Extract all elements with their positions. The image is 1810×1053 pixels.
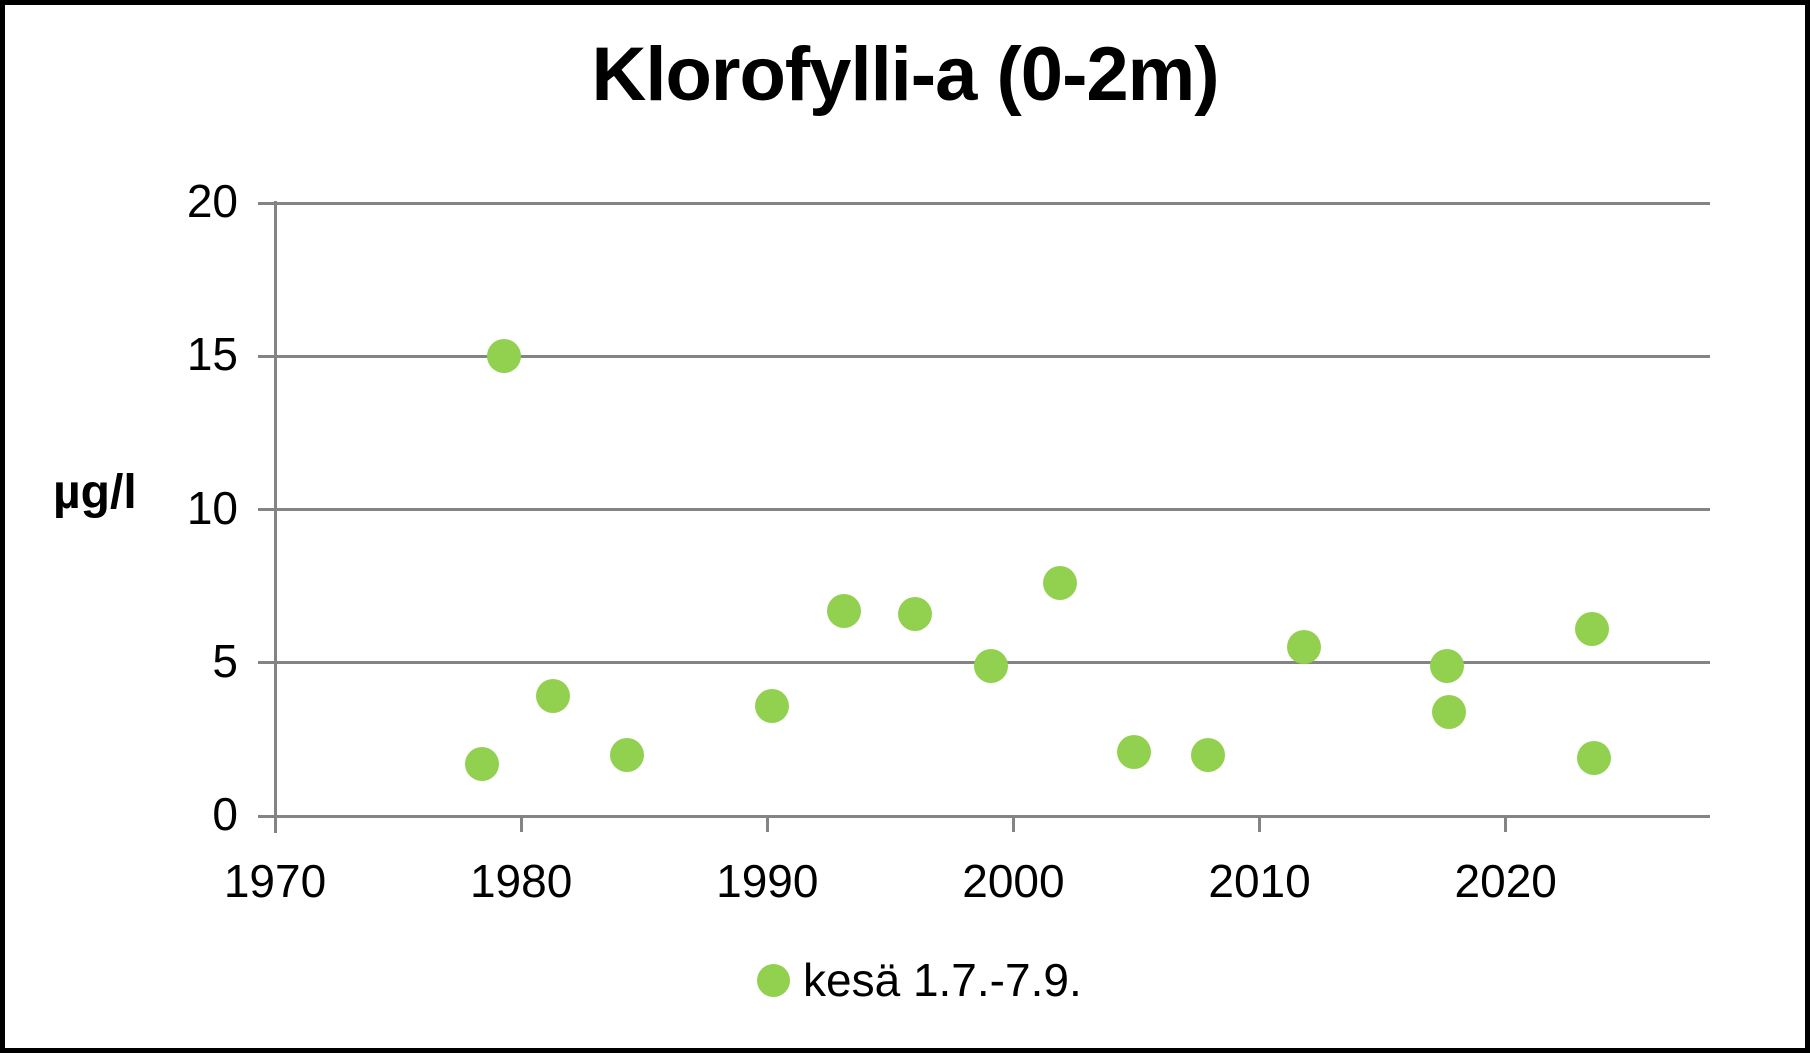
gridline xyxy=(258,508,1710,511)
x-axis-line xyxy=(258,814,1710,818)
data-point xyxy=(1429,648,1464,683)
x-tick xyxy=(1011,816,1015,832)
data-point xyxy=(609,737,644,772)
data-point xyxy=(464,746,499,781)
data-point xyxy=(1432,694,1467,729)
x-tick-label: 1970 xyxy=(223,855,327,907)
x-tick xyxy=(1258,816,1262,832)
data-point xyxy=(1117,734,1152,769)
gridline xyxy=(258,201,1710,205)
x-tick xyxy=(765,816,769,832)
gridline xyxy=(258,354,1710,358)
data-point xyxy=(755,688,790,723)
x-tick-label: 1990 xyxy=(716,855,819,907)
data-point xyxy=(1190,737,1225,772)
data-point xyxy=(1574,612,1609,647)
legend-marker-icon xyxy=(757,963,790,997)
y-tick-label: 20 xyxy=(186,175,238,227)
y-axis-label: µg/l xyxy=(53,466,137,519)
data-point xyxy=(1577,740,1612,775)
x-tick xyxy=(1504,816,1508,832)
data-point xyxy=(826,593,861,628)
y-tick-label: 5 xyxy=(212,634,238,687)
data-point xyxy=(486,339,521,374)
data-point xyxy=(536,679,571,714)
legend-label: kesä 1.7.-7.9. xyxy=(803,954,1082,1006)
x-tick-label: 2000 xyxy=(962,855,1065,907)
x-tick-label: 2010 xyxy=(1208,855,1311,907)
chart-title: Klorofylli-a (0-2m) xyxy=(591,32,1219,117)
legend: kesä 1.7.-7.9. xyxy=(757,953,1082,1007)
data-point xyxy=(1043,566,1078,601)
x-tick xyxy=(519,816,523,832)
data-point xyxy=(1286,630,1321,665)
y-tick-label: 0 xyxy=(212,788,238,840)
y-tick-label: 15 xyxy=(186,328,238,381)
plot-area: 0 5 10 15 20 1970 1980 1990 2000 2010 2020 xyxy=(5,5,1805,1048)
x-tick-label: 1980 xyxy=(469,855,573,907)
data-point xyxy=(897,596,932,631)
y-tick-label: 10 xyxy=(186,481,238,534)
x-tick-label: 2020 xyxy=(1454,855,1557,907)
y-axis-line xyxy=(273,201,277,833)
data-point xyxy=(974,648,1009,683)
